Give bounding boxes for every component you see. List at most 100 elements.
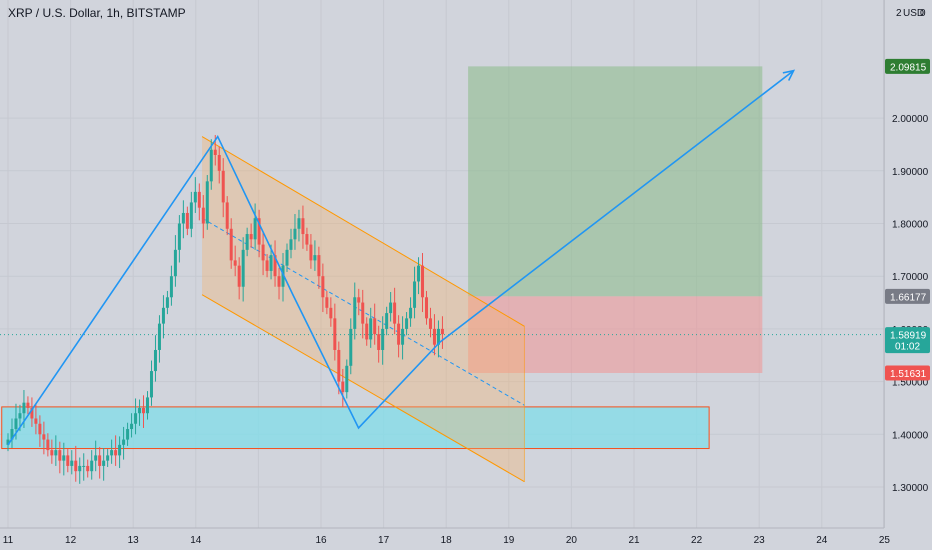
- y-tick-label: 1.70000: [892, 272, 929, 283]
- candle-body: [413, 281, 417, 308]
- candle-body: [273, 255, 277, 277]
- candle-body: [86, 465, 90, 472]
- y-tick-label: 1.50000: [892, 378, 929, 389]
- candle-body: [369, 318, 373, 340]
- candle-body: [313, 255, 317, 261]
- candle-body: [305, 234, 309, 245]
- candle-body: [333, 318, 337, 350]
- zigzag-arrowhead: [782, 69, 796, 81]
- candle-body: [421, 265, 425, 298]
- candle-body: [14, 418, 18, 430]
- candle-body: [165, 297, 169, 308]
- candle-body: [209, 149, 213, 182]
- candle-body: [285, 249, 289, 266]
- y-top-suffix: 0: [920, 8, 926, 19]
- candle-body: [153, 349, 157, 372]
- x-tick-label: 16: [315, 535, 327, 546]
- x-tick-label: 11: [3, 535, 14, 546]
- candle-body: [74, 460, 78, 472]
- x-tick-label: 23: [754, 535, 766, 546]
- candle-body: [177, 223, 181, 250]
- candle-body: [134, 413, 138, 424]
- candle-body: [345, 365, 349, 393]
- candle-body: [169, 276, 173, 298]
- candle-body: [98, 455, 102, 466]
- candle-body: [90, 460, 94, 472]
- candle-body: [197, 191, 201, 208]
- candle-body: [401, 328, 405, 345]
- candle-body: [432, 328, 436, 345]
- candle-body: [229, 228, 233, 261]
- candle-body: [126, 429, 130, 440]
- candle-body: [297, 218, 301, 229]
- y-tick-label: 1.30000: [892, 483, 929, 494]
- candle-body: [289, 239, 293, 250]
- candle-body: [357, 297, 361, 303]
- candle-body: [436, 328, 440, 345]
- price-tag-label: 2.09815: [890, 62, 927, 73]
- candle-body: [261, 244, 265, 261]
- x-tick-label: 24: [816, 535, 828, 546]
- candle-body: [249, 234, 253, 240]
- candle-body: [409, 307, 413, 319]
- candle-body: [18, 413, 22, 419]
- candle-body: [161, 307, 165, 324]
- candle-body: [325, 297, 329, 308]
- candle-body: [301, 218, 305, 235]
- x-tick-label: 13: [128, 535, 140, 546]
- candle-body: [425, 297, 429, 319]
- candle-body: [353, 297, 357, 329]
- candle-body: [317, 255, 321, 277]
- y-tick-label: 1.40000: [892, 430, 929, 441]
- x-tick-label: 14: [190, 535, 202, 546]
- candle-body: [293, 228, 297, 240]
- candle-body: [102, 460, 106, 466]
- candle-body: [237, 265, 241, 287]
- x-tick-label: 25: [879, 535, 891, 546]
- candle-body: [94, 455, 98, 461]
- candle-body: [269, 255, 273, 271]
- x-tick-label: 19: [503, 535, 515, 546]
- candle-body: [417, 265, 421, 282]
- candle-body: [193, 191, 197, 203]
- candle-body: [122, 439, 126, 445]
- candle-body: [142, 407, 146, 414]
- candle-body: [405, 318, 409, 329]
- candle-body: [66, 455, 70, 466]
- candle-body: [118, 444, 122, 456]
- candle-body: [373, 318, 377, 335]
- price-tag: [885, 288, 930, 304]
- candle-body: [225, 202, 229, 229]
- y-tick-label: 2.00000: [892, 114, 929, 125]
- price-tag-label: 1.58919: [890, 331, 927, 342]
- candle-body: [30, 407, 34, 419]
- x-tick-label: 12: [65, 535, 77, 546]
- chart-title: XRP / U.S. Dollar, 1h, BITSTAMP: [8, 6, 186, 20]
- candle-body: [106, 455, 110, 461]
- candle-body: [241, 249, 245, 287]
- candle-body: [245, 234, 249, 250]
- price-tag: [885, 365, 930, 381]
- candle-body: [428, 318, 432, 329]
- candle-body: [337, 349, 341, 382]
- candle-body: [70, 460, 74, 466]
- target-zone: [468, 66, 763, 297]
- candle-body: [221, 170, 225, 203]
- candle-body: [233, 260, 237, 266]
- candle-body: [341, 381, 345, 393]
- x-tick-label: 21: [628, 535, 640, 546]
- candle-body: [181, 212, 185, 224]
- currency-unit-label: USD: [903, 8, 924, 19]
- candle-body: [329, 307, 333, 319]
- candle-body: [309, 244, 313, 261]
- channel-upper-line: [201, 136, 525, 327]
- candle-body: [365, 323, 369, 340]
- candle-body: [38, 423, 42, 435]
- candle-body: [10, 429, 14, 440]
- candle-body: [213, 149, 217, 155]
- candle-body: [42, 434, 46, 440]
- price-tag-label: 1.66177: [890, 292, 927, 303]
- candle-body: [205, 181, 209, 224]
